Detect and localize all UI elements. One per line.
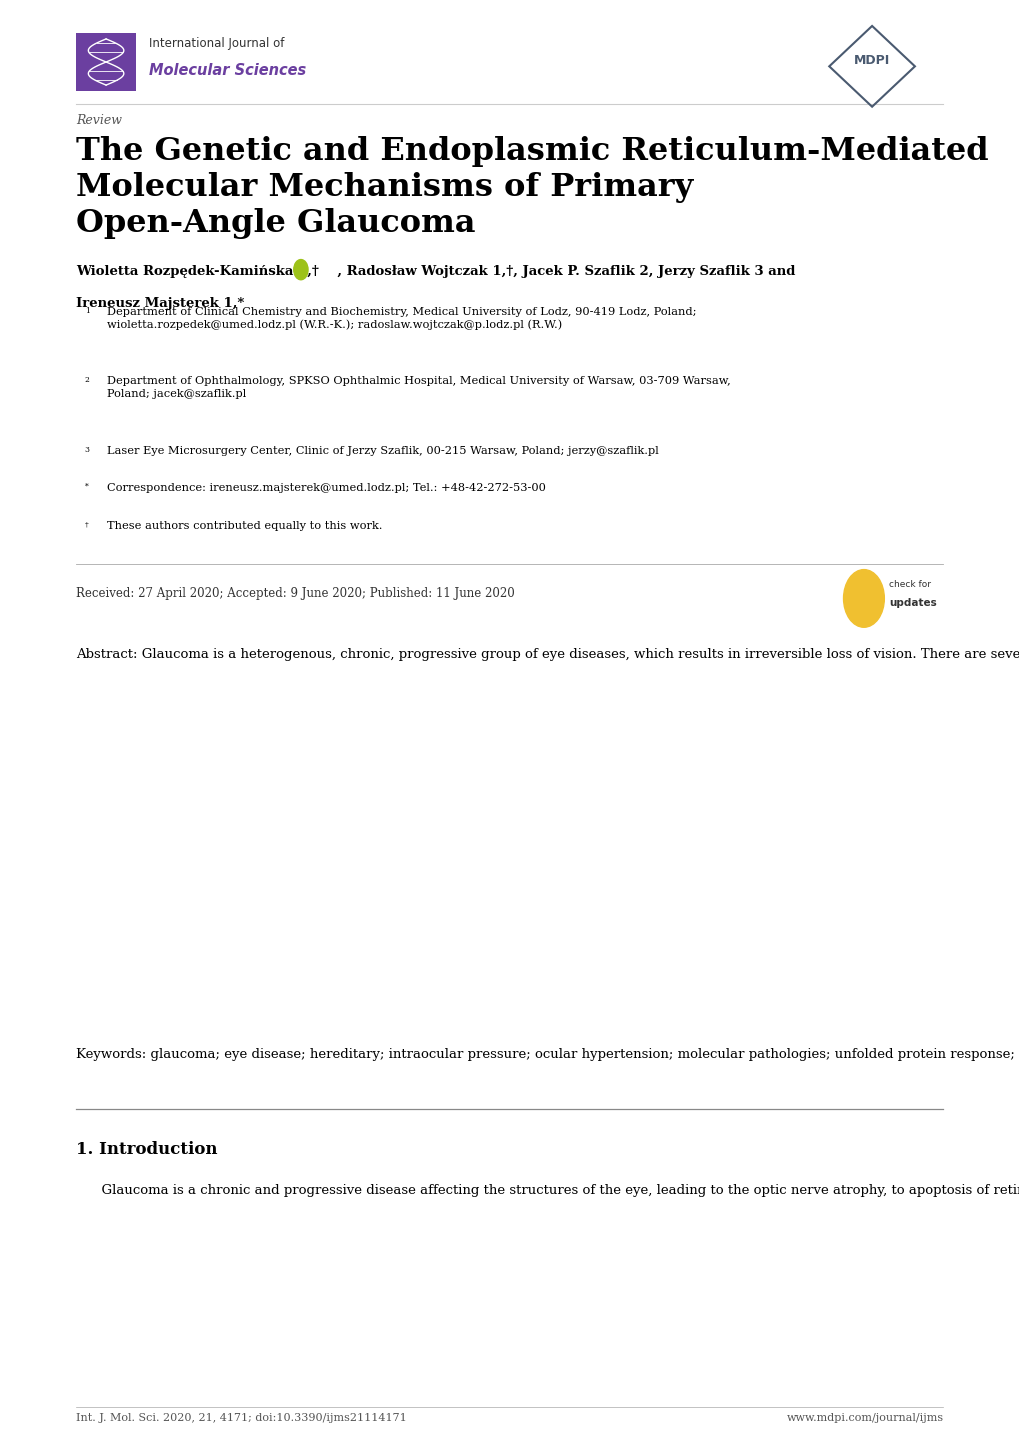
Text: 3: 3 [85,446,90,454]
Text: iD: iD [297,267,305,273]
Text: Abstract: Glaucoma is a heterogenous, chronic, progressive group of eye diseases: Abstract: Glaucoma is a heterogenous, ch… [76,647,1019,660]
Text: 1: 1 [85,307,90,316]
Text: 2: 2 [85,376,90,385]
Text: These authors contributed equally to this work.: These authors contributed equally to thi… [107,521,382,531]
Text: MDPI: MDPI [853,53,890,68]
FancyBboxPatch shape [76,33,136,91]
Text: Received: 27 April 2020; Accepted: 9 June 2020; Published: 11 June 2020: Received: 27 April 2020; Accepted: 9 Jun… [76,587,515,600]
Circle shape [843,570,883,627]
Text: check for: check for [889,580,930,588]
Text: The Genetic and Endoplasmic Reticulum-Mediated
Molecular Mechanisms of Primary
O: The Genetic and Endoplasmic Reticulum-Me… [76,136,988,239]
Text: Review: Review [76,114,122,127]
Text: *: * [85,483,89,492]
Text: Wioletta Rozpędek-Kamińska 1,†    , Radosław Wojtczak 1,†, Jacek P. Szaflik 2, J: Wioletta Rozpędek-Kamińska 1,† , Radosła… [76,265,795,278]
Text: International Journal of: International Journal of [149,37,284,50]
Text: Glaucoma is a chronic and progressive disease affecting the structures of the ey: Glaucoma is a chronic and progressive di… [76,1184,1019,1197]
Text: Laser Eye Microsurgery Center, Clinic of Jerzy Szaflik, 00-215 Warsaw, Poland; j: Laser Eye Microsurgery Center, Clinic of… [107,446,658,456]
Text: Department of Clinical Chemistry and Biochemistry, Medical University of Lodz, 9: Department of Clinical Chemistry and Bio… [107,307,696,330]
Text: Department of Ophthalmology, SPKSO Ophthalmic Hospital, Medical University of Wa: Department of Ophthalmology, SPKSO Ophth… [107,376,731,399]
Circle shape [293,260,308,280]
Text: Molecular Sciences: Molecular Sciences [149,63,306,78]
Text: †: † [85,521,89,529]
Text: Ireneusz Majsterek 1,*: Ireneusz Majsterek 1,* [76,297,245,310]
Text: 1. Introduction: 1. Introduction [76,1141,218,1158]
Text: Keywords: glaucoma; eye disease; hereditary; intraocular pressure; ocular hypert: Keywords: glaucoma; eye disease; heredit… [76,1048,1019,1061]
Text: Int. J. Mol. Sci. 2020, 21, 4171; doi:10.3390/ijms21114171: Int. J. Mol. Sci. 2020, 21, 4171; doi:10… [76,1413,407,1423]
Text: ✓: ✓ [857,591,869,606]
Text: www.mdpi.com/journal/ijms: www.mdpi.com/journal/ijms [786,1413,943,1423]
Text: Correspondence: ireneusz.majsterek@umed.lodz.pl; Tel.: +48-42-272-53-00: Correspondence: ireneusz.majsterek@umed.… [107,483,545,493]
Text: updates: updates [889,598,936,607]
